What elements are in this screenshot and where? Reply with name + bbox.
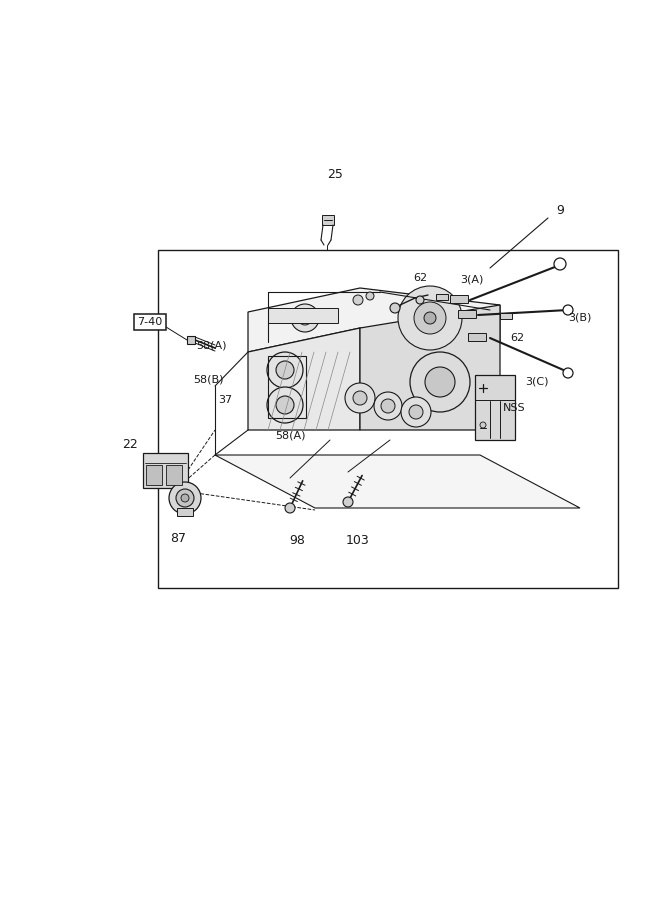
- Circle shape: [401, 397, 431, 427]
- Circle shape: [298, 311, 312, 325]
- Text: 103: 103: [346, 534, 370, 546]
- Circle shape: [563, 305, 573, 315]
- Text: 25: 25: [327, 168, 343, 182]
- Circle shape: [414, 302, 446, 334]
- Circle shape: [276, 396, 294, 414]
- Bar: [146, 465, 162, 485]
- Text: 22: 22: [122, 438, 138, 452]
- Text: 3(A): 3(A): [460, 275, 484, 285]
- Bar: [436, 294, 448, 300]
- Circle shape: [381, 399, 395, 413]
- Text: 3(B): 3(B): [568, 313, 592, 323]
- Bar: [268, 308, 338, 323]
- Circle shape: [353, 391, 367, 405]
- Bar: [268, 356, 306, 418]
- Circle shape: [353, 295, 363, 305]
- Text: 7-40: 7-40: [137, 317, 163, 327]
- Polygon shape: [248, 288, 500, 352]
- Circle shape: [480, 422, 486, 428]
- Circle shape: [169, 482, 201, 514]
- Polygon shape: [360, 305, 500, 430]
- Bar: [187, 336, 195, 344]
- Circle shape: [410, 352, 470, 412]
- Polygon shape: [215, 455, 580, 508]
- Text: NSS: NSS: [503, 403, 526, 413]
- Bar: [475, 375, 515, 440]
- Circle shape: [390, 303, 400, 313]
- Circle shape: [398, 286, 462, 350]
- Text: 58(A): 58(A): [196, 341, 227, 351]
- Circle shape: [409, 405, 423, 419]
- Circle shape: [285, 503, 295, 513]
- Circle shape: [291, 304, 319, 332]
- Bar: [322, 215, 334, 225]
- Bar: [158, 250, 618, 588]
- Text: 87: 87: [170, 532, 186, 544]
- Circle shape: [345, 383, 375, 413]
- Text: 62: 62: [510, 333, 524, 343]
- Circle shape: [425, 367, 455, 397]
- Circle shape: [416, 296, 424, 304]
- Text: 62: 62: [413, 273, 427, 283]
- Circle shape: [424, 312, 436, 324]
- Circle shape: [181, 494, 189, 502]
- Text: 58(A): 58(A): [275, 430, 305, 440]
- Text: 37: 37: [218, 395, 232, 405]
- Polygon shape: [248, 328, 360, 430]
- Bar: [458, 310, 476, 318]
- Circle shape: [343, 497, 353, 507]
- Text: 98: 98: [289, 534, 305, 546]
- Bar: [166, 465, 182, 485]
- Circle shape: [267, 352, 303, 388]
- Circle shape: [554, 258, 566, 270]
- Bar: [143, 453, 188, 488]
- Circle shape: [276, 361, 294, 379]
- Text: 3(C): 3(C): [525, 377, 548, 387]
- Circle shape: [176, 489, 194, 507]
- Circle shape: [267, 387, 303, 423]
- Bar: [177, 508, 193, 516]
- Bar: [450, 295, 468, 303]
- Text: 58(B): 58(B): [193, 375, 223, 385]
- Text: 9: 9: [556, 203, 564, 217]
- Circle shape: [374, 392, 402, 420]
- Bar: [500, 313, 512, 319]
- Circle shape: [366, 292, 374, 300]
- Circle shape: [563, 368, 573, 378]
- Bar: [468, 333, 486, 341]
